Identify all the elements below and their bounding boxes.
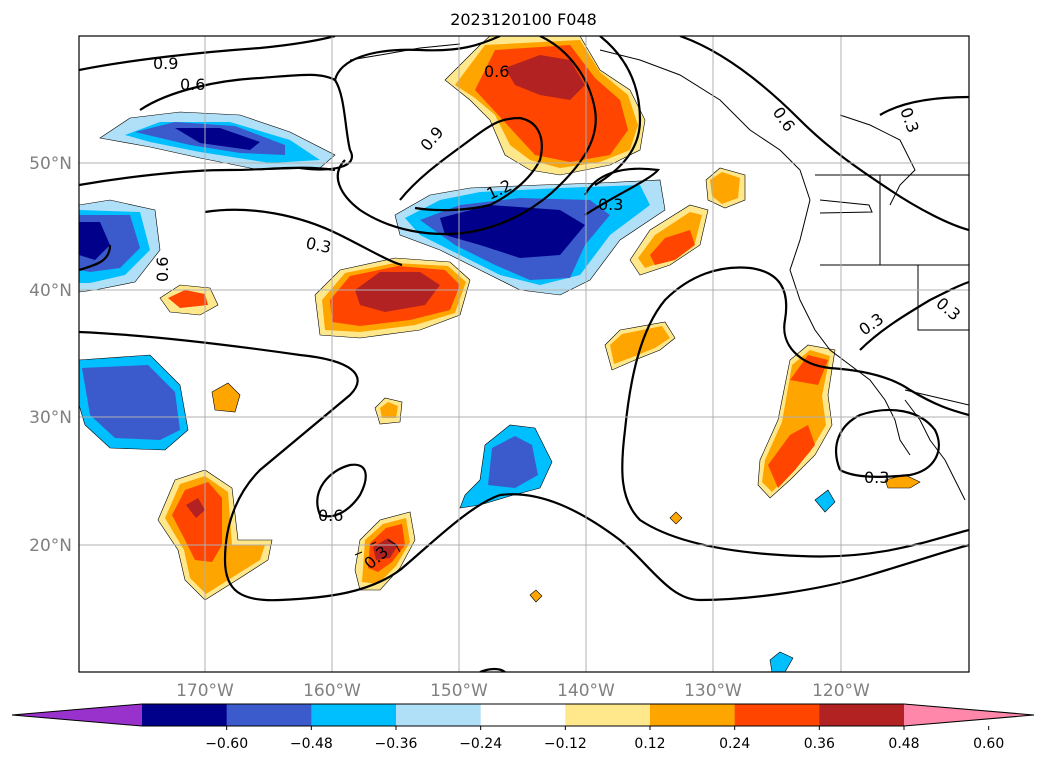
contour-line [399,116,543,212]
lat-label: 30°N [29,408,72,428]
contour-line [835,408,940,478]
negative-anomaly-region [814,489,836,513]
colorbar-extend-high [904,704,1034,726]
colorbar-outline [11,703,1035,727]
coastline [904,389,969,406]
latitude-labels: 50°N 40°N 30°N 20°N [29,154,72,556]
lon-label: 170°W [176,681,234,701]
contour-label: 0.9 [153,54,178,73]
positive-anomaly-region [529,589,543,603]
lat-label: 40°N [29,281,72,301]
contour-line [79,166,336,187]
colorbar-tick-label: −0.36 [375,736,418,752]
map-title: 2023120100 F048 [450,10,597,29]
contour-label: 0.6 [484,62,509,81]
contour-line [621,266,969,558]
colorbar-segment [565,704,651,726]
colorbar-tick-label: −0.24 [459,736,502,752]
contour-line [336,36,597,235]
contour-line [584,167,661,216]
negative-anomaly-region [769,651,794,672]
contour-label: 0.6 [153,257,172,282]
coastline [349,43,461,61]
coastline [789,199,911,456]
lon-label: 140°W [557,681,615,701]
contour-label: 0.3 [304,233,333,257]
contour-line [79,330,969,602]
contour-line [679,36,969,232]
gridlines [79,36,969,672]
coastline [599,49,811,201]
contour-line [479,667,506,672]
colorbar-segment [650,704,736,726]
colorbar-extend-low [12,704,142,726]
contour-line [79,244,112,272]
contour-line [594,36,642,186]
coastline [917,265,969,331]
longitude-labels: 170°W 160°W 150°W 140°W 130°W 120°W [176,681,870,701]
contour-line [79,36,336,72]
colorbar: −0.60 −0.48 −0.36 −0.24 −0.12 0.12 0.24 0.36 0.4… [11,703,1035,752]
contour-label: 0.6 [318,506,343,525]
plot-frame [78,35,970,673]
colorbar-segment [734,704,820,726]
colorbar-tick-label: 0.36 [804,736,835,752]
coastline [839,114,916,206]
contour-line [316,463,367,518]
contour-line [879,95,969,116]
lon-label: 160°W [303,681,361,701]
contour-label: 0.6 [180,75,205,94]
contour-layer [79,36,969,672]
coastline-layer [349,43,969,556]
positive-anomaly-region [211,382,241,413]
lat-label: 50°N [29,154,72,174]
lon-label: 130°W [684,681,742,701]
contour-label: 0.3 [864,468,889,487]
positive-anomaly-region [669,511,683,525]
colorbar-segment [142,704,228,726]
lon-label: 120°W [812,681,870,701]
coastline [819,199,873,214]
lon-label: 150°W [430,681,488,701]
colorbar-segment [480,704,566,726]
colorbar-segment [226,704,312,726]
contour-line [859,280,969,351]
colorbar-tick-label: 0.12 [634,736,665,752]
contour-label: 0.3 [598,195,623,214]
colorbar-tick-label: −0.12 [544,736,587,752]
colorbar-tick-label: 0.24 [719,736,750,752]
contour-line [333,36,501,81]
colorbar-tick-label: −0.60 [205,736,248,752]
colorbar-segment [819,704,905,726]
colorbar-tick-label: 0.48 [888,736,919,752]
colorbar-segment [396,704,482,726]
lat-label: 20°N [29,536,72,556]
colorbar-segment [311,704,397,726]
colorbar-tick-label: 0.60 [973,736,1004,752]
colorbar-tick-label: −0.48 [290,736,333,752]
contour-line [204,208,403,267]
